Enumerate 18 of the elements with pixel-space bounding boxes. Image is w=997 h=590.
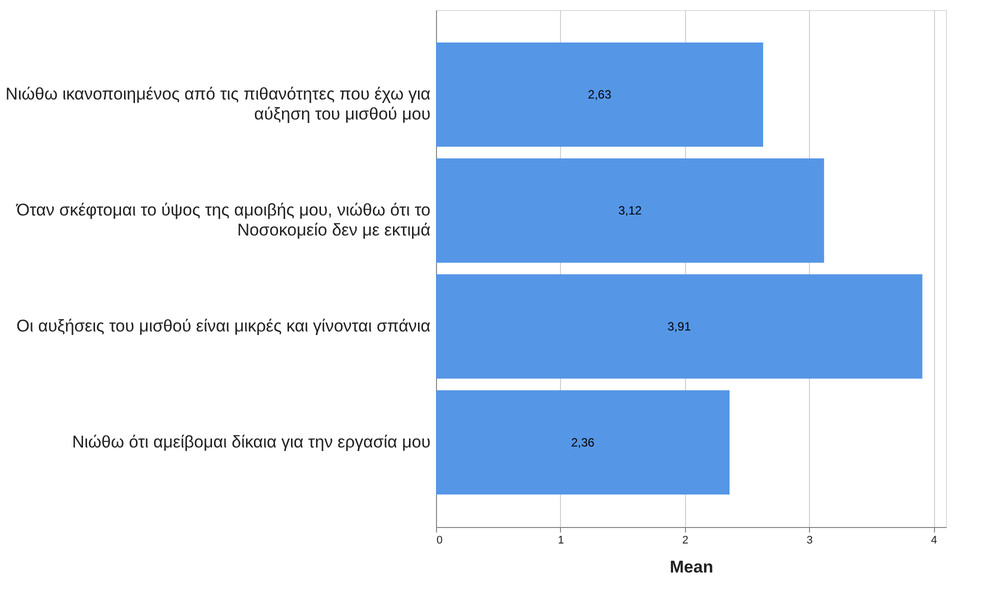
y-tick-label: Νιώθω ότι αμείβομαι δίκαια για την εργασία μου <box>72 432 430 452</box>
bar <box>436 158 824 263</box>
y-tick-label: Οι αυξήσεις του μισθού είναι μικρές και γίνονται σπάνια <box>16 316 431 336</box>
bar <box>436 274 922 379</box>
data-label: 3,91 <box>668 319 692 334</box>
x-axis-title: Mean <box>670 558 714 576</box>
x-tick-label: 1 <box>558 534 564 546</box>
data-label: 2,36 <box>571 435 595 450</box>
x-tick-label: 4 <box>931 534 938 546</box>
x-tick-label: 2 <box>682 534 688 546</box>
data-label: 2,63 <box>588 88 612 102</box>
bar <box>436 42 764 147</box>
y-tick-label: Νιώθω ικανοποιημένος από τις πιθανότητες που έχω για αύξηση του μισθού μου <box>6 84 431 124</box>
bar <box>436 390 730 495</box>
y-tick-label: Όταν σκέφτομαι το ύψος της αμοιβής μου, νιώθω ότι το Νοσοκομείο δεν με εκτιμά <box>16 200 431 240</box>
x-tick-label: 3 <box>806 534 813 546</box>
x-tick-label: 0 <box>436 534 443 546</box>
data-label: 3,12 <box>618 204 642 218</box>
